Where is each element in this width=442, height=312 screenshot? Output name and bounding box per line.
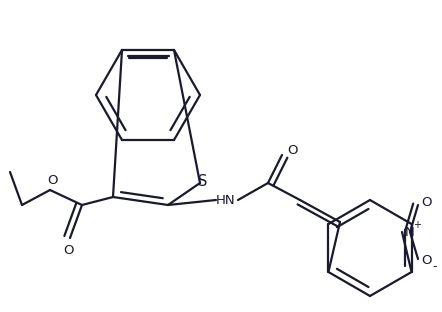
Text: O: O bbox=[63, 243, 73, 256]
Text: S: S bbox=[198, 173, 208, 188]
Text: HN: HN bbox=[216, 193, 236, 207]
Text: +: + bbox=[413, 220, 421, 230]
Text: -: - bbox=[433, 261, 437, 274]
Text: O: O bbox=[47, 173, 57, 187]
Text: N: N bbox=[405, 226, 415, 238]
Text: O: O bbox=[287, 144, 297, 157]
Text: O: O bbox=[422, 255, 432, 267]
Text: O: O bbox=[422, 197, 432, 209]
